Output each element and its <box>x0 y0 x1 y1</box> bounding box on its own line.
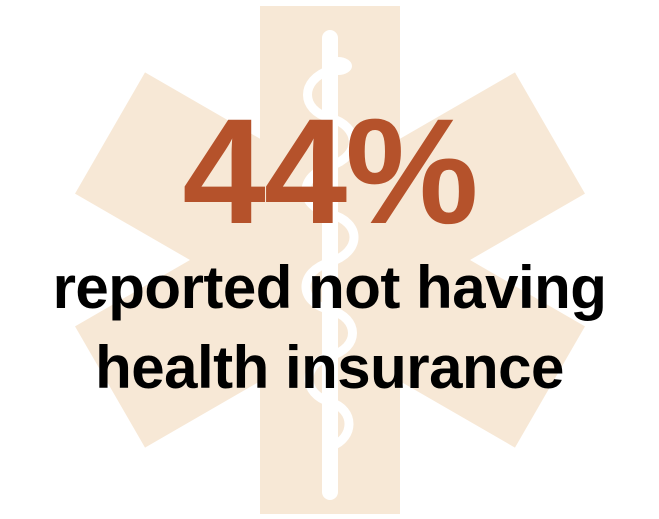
caption-line-2: health insurance <box>95 334 564 401</box>
stat-value: 44% <box>182 87 478 255</box>
caption-line-1: reported not having <box>52 254 607 321</box>
rod-of-asclepius-icon <box>301 30 359 500</box>
